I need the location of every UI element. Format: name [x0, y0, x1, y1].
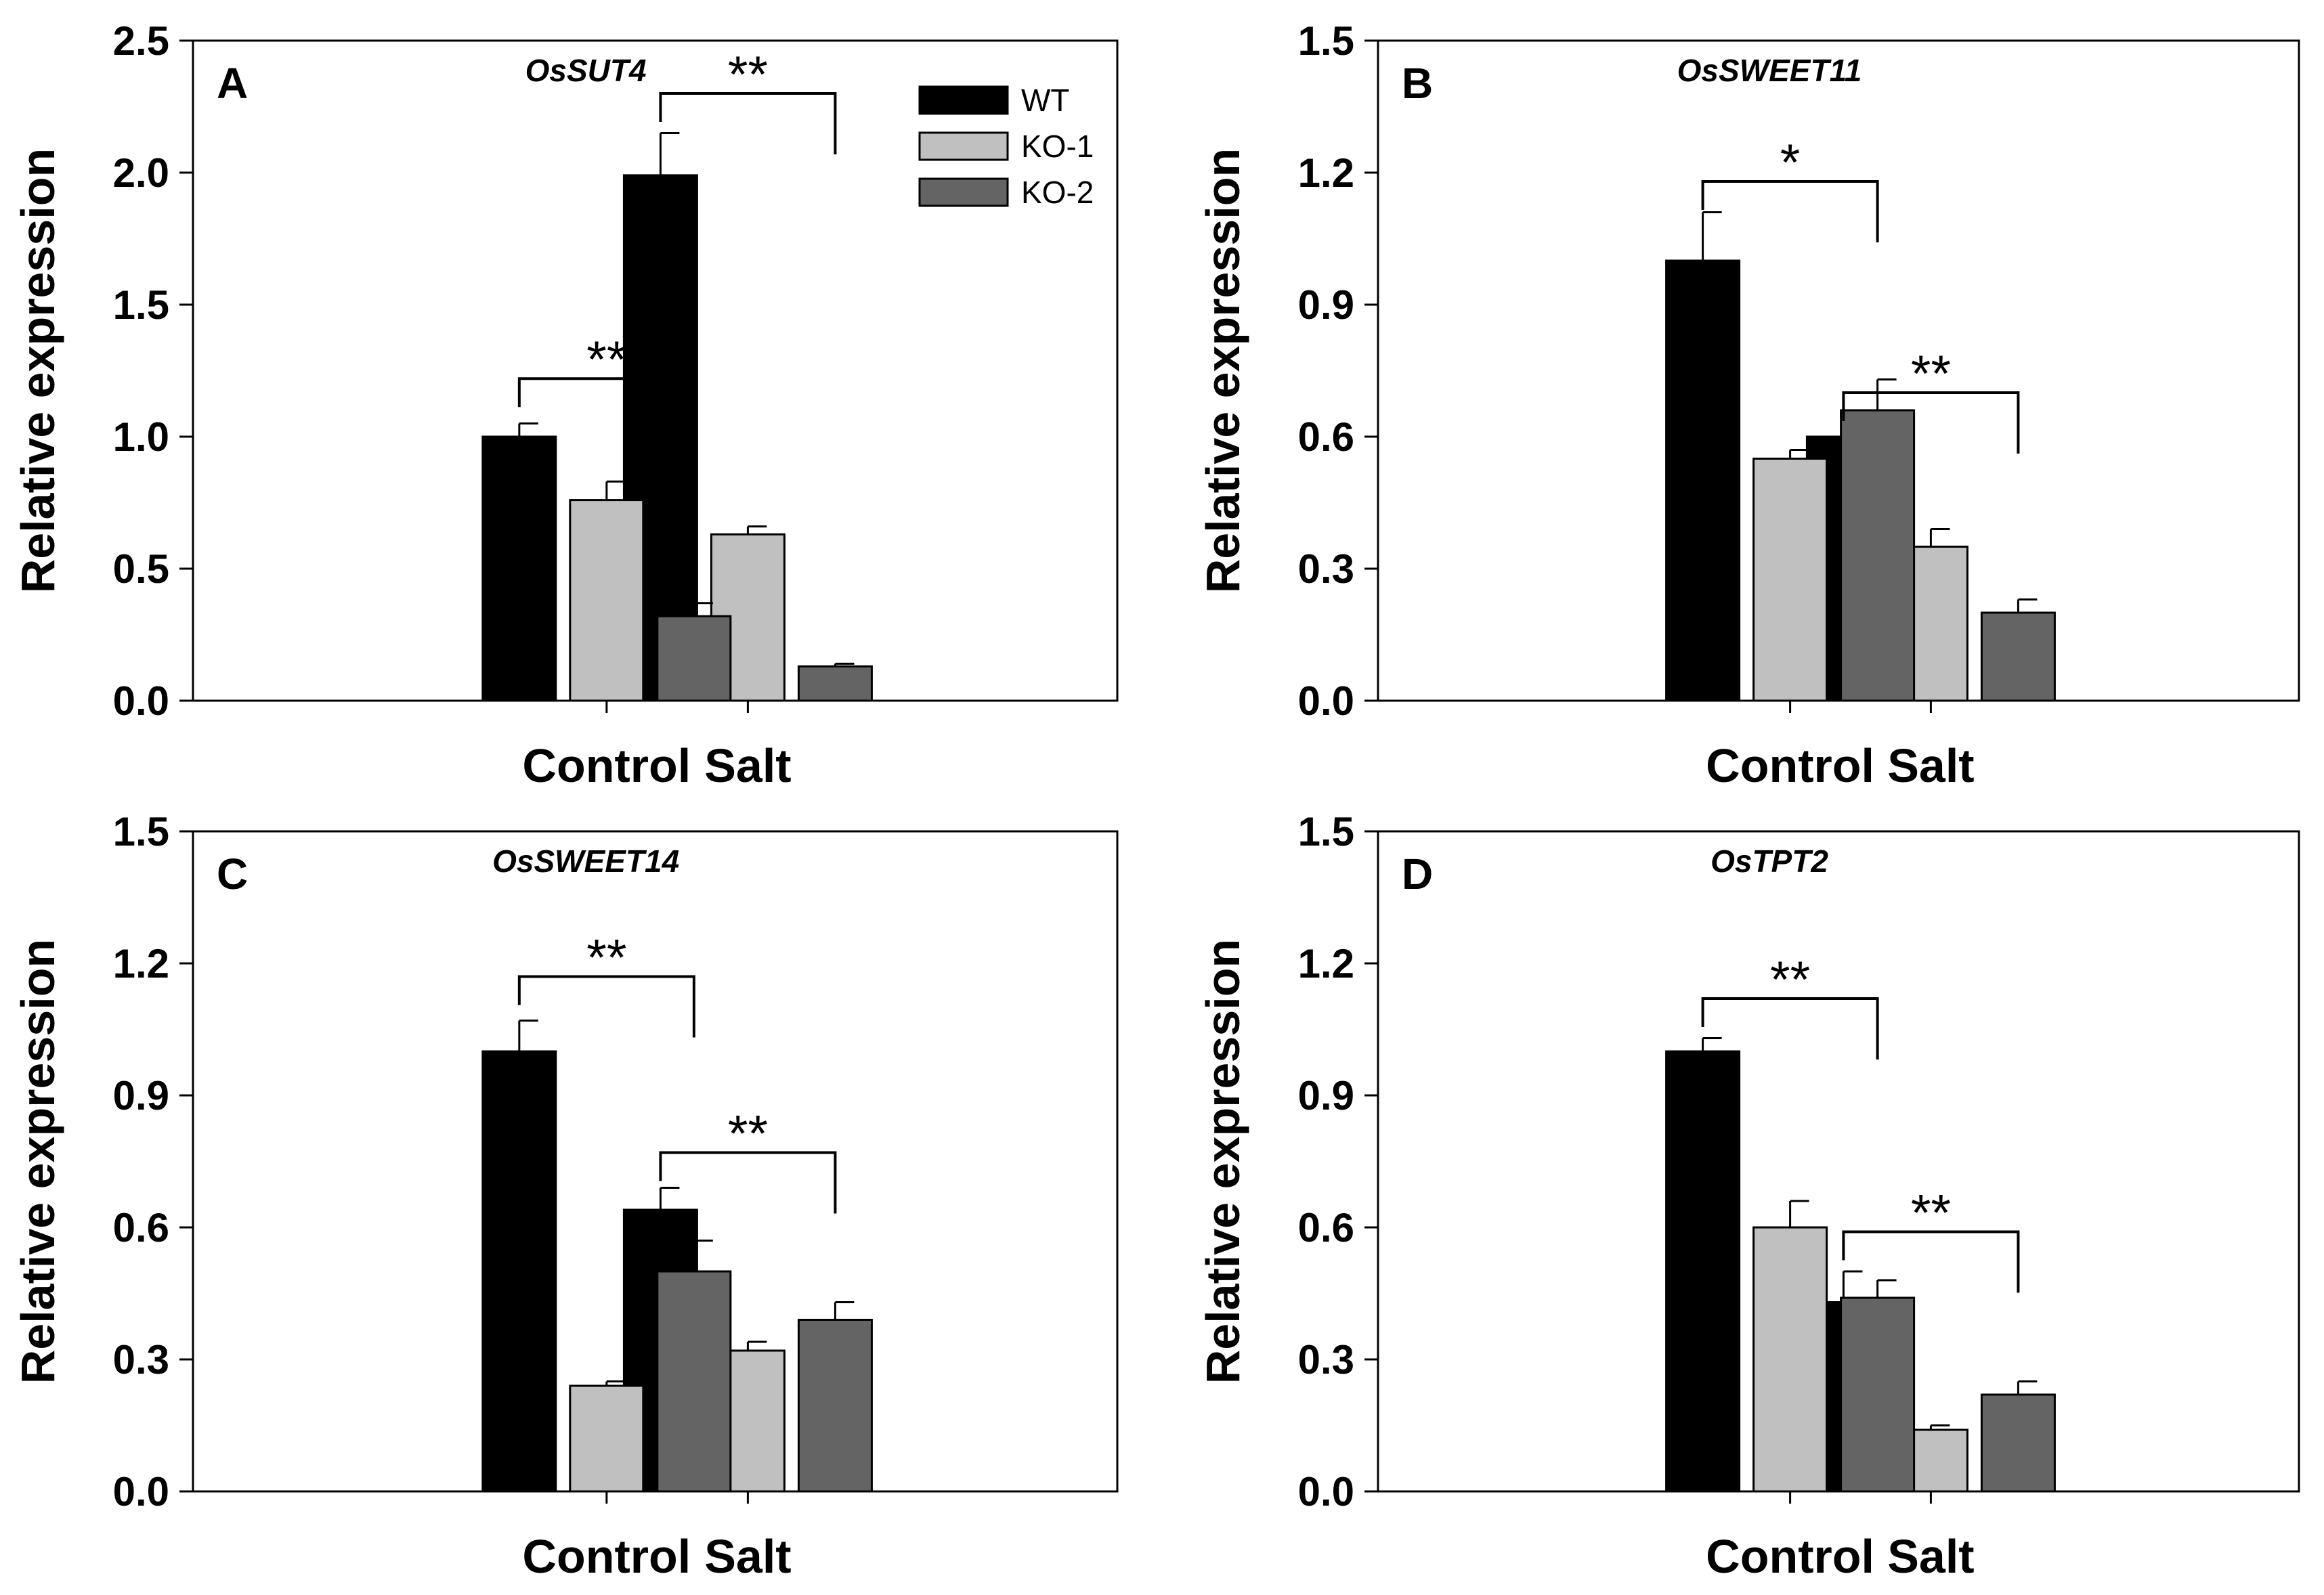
significance-label: ** — [586, 930, 626, 987]
bar-ko-2-salt — [1980, 1393, 2056, 1493]
x-tick-label-control: Control — [1706, 739, 1874, 792]
bar-ko-2-salt — [1980, 611, 2056, 702]
x-tick-label-salt: Salt — [1887, 1530, 1974, 1583]
bar-ko-2-salt — [797, 1319, 873, 1493]
y-tick-label: 0.9 — [1298, 282, 1354, 328]
chart-panel-d: 0.0 0.3 0.6 0.9 1.2 1.5 Relative expression D Os… — [1197, 809, 2300, 1583]
gene-title: OsSWEET14 — [492, 844, 679, 879]
y-tick-label: 0.3 — [1298, 1337, 1354, 1382]
y-tick-label: 1.5 — [113, 282, 169, 328]
significance-label: * — [1780, 134, 1801, 192]
panel-label: B — [1402, 59, 1433, 108]
y-tick-label: 1.5 — [1298, 809, 1354, 854]
y-tick-label: 0.3 — [113, 1337, 169, 1382]
gene-title: OsSUT4 — [525, 53, 647, 88]
legend-swatch-ko-1 — [918, 131, 1009, 161]
significance-label: ** — [1911, 1185, 1951, 1242]
gene-title: OsTPT2 — [1710, 844, 1828, 879]
y-tick-label: 1.2 — [1298, 150, 1354, 196]
bar-ko-2-control — [1840, 1296, 1916, 1493]
x-tick-label-salt: Salt — [704, 1530, 791, 1583]
y-tick-label: 0.6 — [1298, 414, 1354, 460]
bar-ko-2-control — [656, 1270, 732, 1493]
y-tick-label: 0.9 — [113, 1073, 169, 1118]
panel-label: D — [1402, 850, 1433, 898]
legend-label-ko-1: KO-1 — [1021, 129, 1094, 164]
y-tick-label: 2.0 — [113, 150, 169, 196]
x-tick-label-control: Control — [522, 739, 691, 792]
y-tick-label: 0.0 — [113, 1469, 169, 1514]
significance-bracket — [1842, 391, 2020, 454]
bar-wt-control — [481, 1050, 557, 1493]
chart-panel-c: 0.0 0.3 0.6 0.9 1.2 1.5 Relative expression C Os… — [12, 809, 1119, 1583]
bar-ko-2-control — [1840, 409, 1916, 702]
chart-panel-b: 0.0 0.3 0.6 0.9 1.2 1.5 Relative expression B Os… — [1197, 18, 2300, 792]
legend-swatch-wt — [918, 85, 1009, 115]
bar-wt-control — [1665, 1050, 1741, 1493]
y-tick-label: 1.5 — [1298, 18, 1354, 64]
bar-ko-1-control — [1752, 1226, 1828, 1493]
y-tick-label: 0.5 — [113, 546, 169, 592]
legend-swatch-ko-2 — [918, 177, 1009, 207]
significance-label: ** — [728, 46, 768, 104]
significance-label: ** — [1911, 345, 1951, 403]
y-axis-label: Relative expression — [12, 148, 64, 594]
gene-title: OsSWEET11 — [1677, 53, 1862, 88]
legend-label-ko-2: KO-2 — [1021, 175, 1094, 210]
x-tick-label-salt: Salt — [1887, 739, 1974, 792]
x-tick-label-control: Control — [1706, 1530, 1874, 1583]
y-tick-label: 0.0 — [1298, 678, 1354, 724]
y-tick-label: 0.6 — [1298, 1205, 1354, 1250]
chart-panel-a: 0.0 0.5 1.0 1.5 2.0 2.5 Relative expression A Os… — [12, 18, 1119, 792]
y-tick-label: 0.3 — [1298, 546, 1354, 592]
y-axis-label: Relative expression — [1197, 148, 1249, 594]
y-tick-label: 1.2 — [113, 941, 169, 986]
y-tick-label: 1.0 — [113, 414, 169, 460]
y-axis-label: Relative expression — [12, 939, 64, 1384]
x-tick-label-salt: Salt — [704, 739, 791, 792]
y-tick-label: 0.6 — [113, 1205, 169, 1250]
significance-label: ** — [728, 1106, 768, 1163]
significance-bracket — [659, 92, 837, 154]
y-axis-label: Relative expression — [1197, 939, 1249, 1384]
y-tick-label: 2.5 — [113, 18, 169, 64]
bar-ko-2-salt — [797, 665, 873, 702]
bar-wt-control — [481, 435, 557, 702]
significance-label: ** — [586, 331, 626, 389]
bar-ko-1-control — [569, 1384, 645, 1493]
bar-ko-1-control — [1752, 458, 1828, 702]
legend: WT KO-1 KO-2 — [918, 83, 1094, 210]
x-tick-label-control: Control — [522, 1530, 691, 1583]
bar-wt-control — [1665, 259, 1741, 702]
significance-bracket — [659, 1151, 837, 1214]
panel-label: C — [217, 850, 248, 898]
significance-bracket — [1701, 180, 1879, 242]
significance-bracket — [517, 377, 695, 440]
significance-bracket — [517, 975, 695, 1038]
bar-ko-2-control — [656, 615, 732, 702]
legend-label-wt: WT — [1021, 83, 1070, 118]
y-tick-label: 0.9 — [1298, 1073, 1354, 1118]
significance-bracket — [1842, 1230, 2020, 1293]
significance-bracket — [1701, 997, 1879, 1059]
y-tick-label: 0.0 — [1298, 1469, 1354, 1514]
y-tick-label: 0.0 — [113, 678, 169, 724]
y-tick-label: 1.5 — [113, 809, 169, 854]
bar-ko-1-control — [569, 499, 645, 702]
panel-label: A — [217, 59, 248, 108]
significance-label: ** — [1770, 951, 1810, 1009]
y-tick-label: 1.2 — [1298, 941, 1354, 986]
